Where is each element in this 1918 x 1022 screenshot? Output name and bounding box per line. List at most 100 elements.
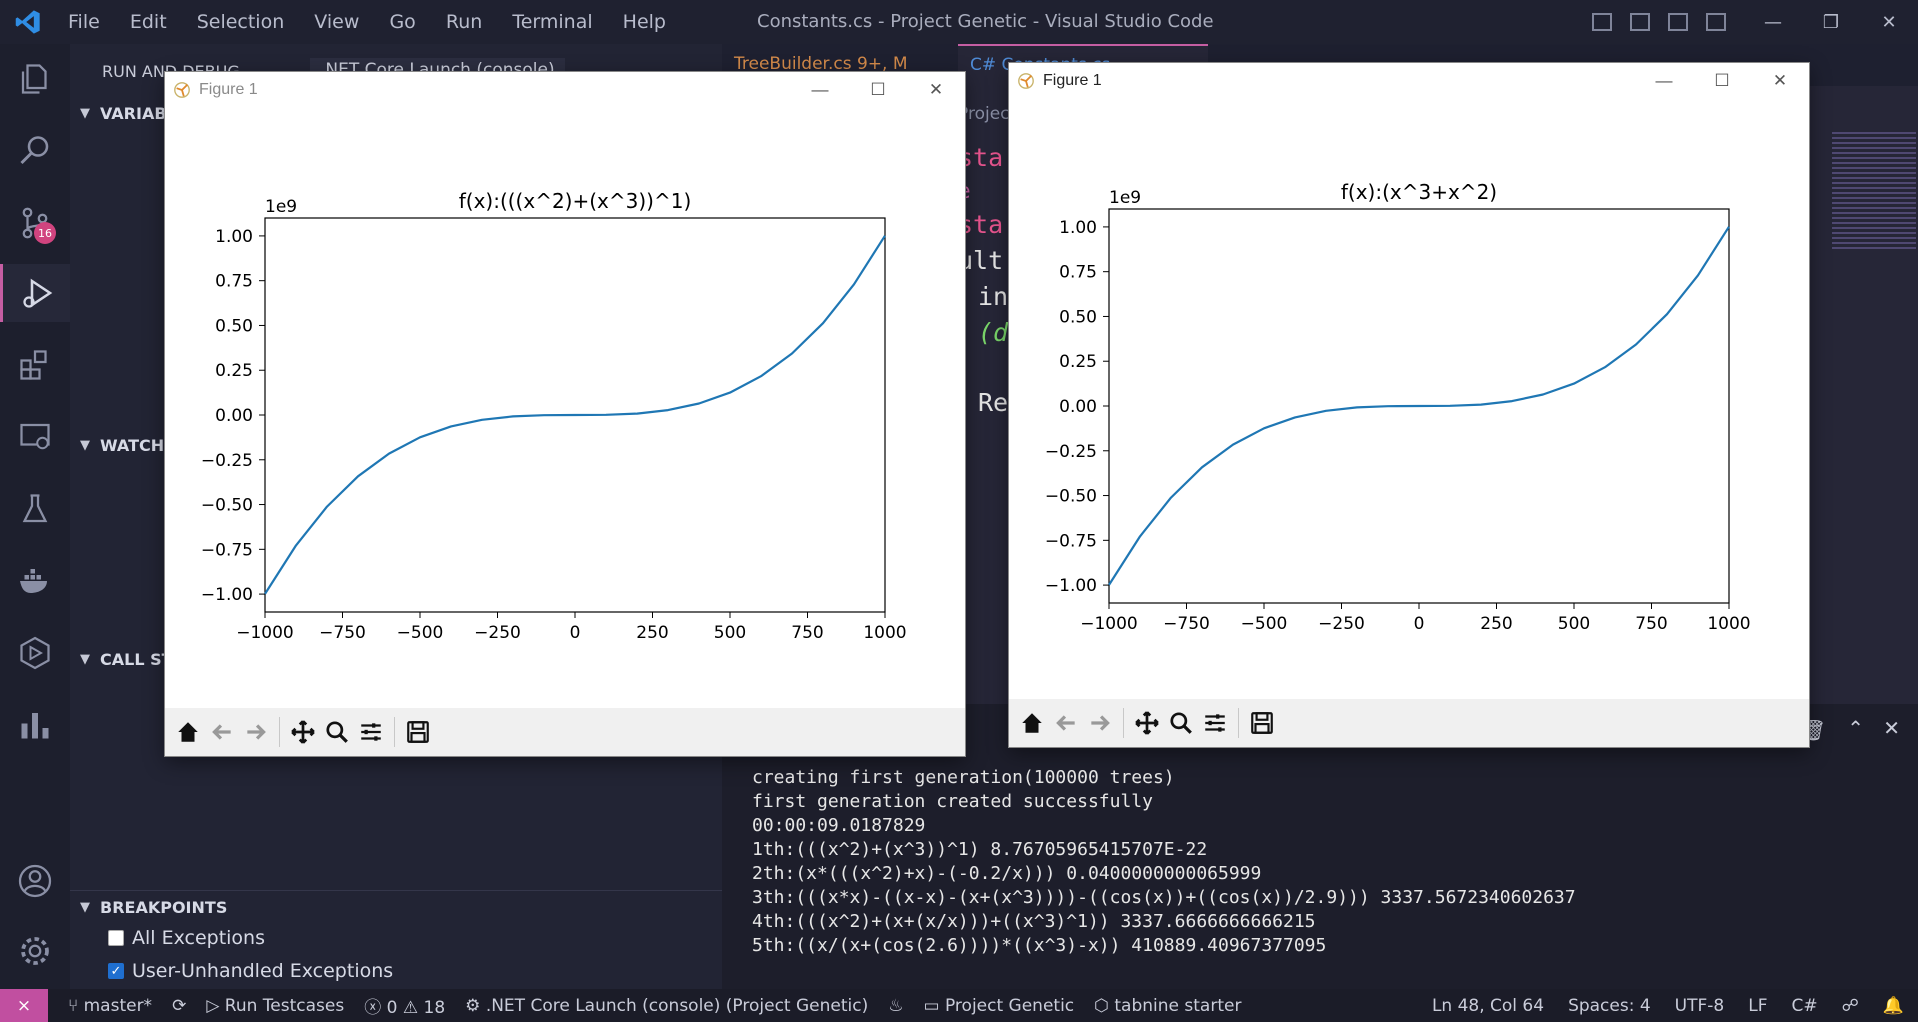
play-icon: ▷ <box>206 995 225 1016</box>
minimize-button[interactable]: — <box>811 80 829 99</box>
zoom-icon[interactable] <box>320 715 354 749</box>
tabnine-status[interactable]: ⬡ tabnine starter <box>1094 996 1241 1016</box>
toggle-primary-sidebar-icon[interactable] <box>1592 13 1612 31</box>
home-icon[interactable] <box>1015 706 1049 740</box>
configure-subplots-icon[interactable] <box>354 715 388 749</box>
eol[interactable]: LF <box>1748 995 1768 1016</box>
configure-subplots-icon[interactable] <box>1198 706 1232 740</box>
explorer-icon[interactable] <box>0 50 70 108</box>
maximize-button[interactable]: ☐ <box>870 80 886 99</box>
remote-indicator-icon[interactable]: ⨯ <box>0 989 48 1022</box>
menu-terminal[interactable]: Terminal <box>512 11 593 33</box>
back-arrow-icon[interactable] <box>205 715 239 749</box>
close-button[interactable]: ✕ <box>1772 71 1788 90</box>
figure-window-right[interactable]: Figure 1 — ☐ ✕ f(x):(x^3+x^2) 1e9 −1000 −750 −… <box>1009 63 1809 747</box>
tab-treebuilder[interactable]: TreeBuilder.cs 9+, M <box>734 54 908 74</box>
remote-explorer-icon[interactable] <box>0 408 70 466</box>
figure-window-left[interactable]: Figure 1 — ☐ ✕ f(x):(((x^2)+(x^3))^1) 1e9 −1… <box>165 72 965 756</box>
testing-icon[interactable] <box>0 480 70 538</box>
menu-go[interactable]: Go <box>389 11 416 33</box>
tabnine-label: tabnine starter <box>1114 995 1242 1016</box>
close-button[interactable]: ✕ <box>928 80 944 99</box>
close-button[interactable]: ✕ <box>1881 11 1897 33</box>
restore-button[interactable]: ❐ <box>1822 11 1840 33</box>
minimize-button[interactable]: — <box>1764 11 1782 33</box>
x-tick-label: 500 <box>1558 614 1590 634</box>
minimize-button[interactable]: — <box>1655 71 1673 90</box>
y-tick-label: −0.50 <box>201 496 253 516</box>
title-bar: File Edit Selection View Go Run Terminal… <box>0 0 1918 44</box>
docker-icon[interactable] <box>0 552 70 610</box>
toggle-panel-icon[interactable] <box>1630 13 1650 31</box>
cursor-position[interactable]: Ln 48, Col 64 <box>1431 995 1545 1016</box>
toolbar-separator <box>394 717 395 747</box>
x-tick-label: 750 <box>1635 614 1667 634</box>
charts-icon[interactable] <box>0 696 70 754</box>
sync-icon[interactable]: ⟳ <box>172 995 187 1016</box>
pan-icon[interactable] <box>286 715 320 749</box>
zoom-icon[interactable] <box>1164 706 1198 740</box>
terminal-output[interactable]: creating first generation(100000 trees) f… <box>752 766 1576 958</box>
source-control-icon[interactable]: 16 <box>0 194 70 252</box>
back-arrow-icon[interactable] <box>1049 706 1083 740</box>
plot-canvas[interactable]: f(x):(x^3+x^2) 1e9 −1000 −750 −500 −250 0 250 50… <box>1009 99 1809 699</box>
figure-window-title: Figure 1 <box>199 81 258 98</box>
settings-gear-icon[interactable] <box>0 922 70 980</box>
language-mode[interactable]: C# <box>1791 995 1818 1016</box>
menu-run[interactable]: Run <box>445 11 483 33</box>
forward-arrow-icon[interactable] <box>239 715 273 749</box>
flame-icon[interactable]: ♨ <box>888 995 904 1016</box>
plot-canvas[interactable]: f(x):(((x^2)+(x^3))^1) 1e9 −1000 −750 −500 −2… <box>165 108 965 708</box>
warning-icon: ⚠ <box>402 998 424 1018</box>
debug-launch-status[interactable]: ⚙ .NET Core Launch (console) (Project Ge… <box>465 996 868 1016</box>
feedback-icon[interactable]: ☍ <box>1841 995 1859 1016</box>
save-icon[interactable] <box>1245 706 1279 740</box>
y-tick-label: 0.50 <box>215 316 253 336</box>
y-tick-label: −0.50 <box>1045 487 1097 507</box>
project-status[interactable]: ▭ Project Genetic <box>924 996 1075 1016</box>
breakpoint-user-unhandled-exceptions[interactable]: ✓ User-Unhandled Exceptions <box>108 960 393 982</box>
menu-view[interactable]: View <box>314 11 360 33</box>
y-tick-label: 0.50 <box>1059 307 1097 327</box>
chart-title: f(x):(x^3+x^2) <box>1341 180 1497 204</box>
problems-status[interactable]: ⓧ 0 ⚠ 18 <box>364 993 445 1018</box>
save-icon[interactable] <box>401 715 435 749</box>
checkbox[interactable] <box>108 930 124 946</box>
menu-selection[interactable]: Selection <box>196 11 285 33</box>
forward-arrow-icon[interactable] <box>1083 706 1117 740</box>
encoding[interactable]: UTF-8 <box>1674 995 1725 1016</box>
chevron-down-icon: ▼ <box>80 106 90 121</box>
watch-section[interactable]: ▼ WATCH <box>80 436 164 455</box>
checkbox-checked[interactable]: ✓ <box>108 963 124 979</box>
notifications-bell-icon[interactable]: 🔔 <box>1882 995 1904 1016</box>
close-panel-icon[interactable]: ✕ <box>1883 716 1900 740</box>
kubernetes-icon[interactable] <box>0 624 70 682</box>
toolbar-separator <box>1123 708 1124 738</box>
pan-icon[interactable] <box>1130 706 1164 740</box>
menu-help[interactable]: Help <box>622 11 666 33</box>
debug-icon: ⚙ <box>465 995 486 1016</box>
maximize-panel-icon[interactable]: ⌃ <box>1847 716 1864 740</box>
home-icon[interactable] <box>171 715 205 749</box>
figure-title-bar[interactable]: Figure 1 — ☐ ✕ <box>165 72 965 108</box>
extensions-icon[interactable] <box>0 336 70 394</box>
search-icon[interactable] <box>0 122 70 180</box>
minimap[interactable] <box>1832 132 1916 252</box>
run-debug-icon[interactable] <box>0 264 73 322</box>
menu-file[interactable]: File <box>68 11 100 33</box>
branch-status[interactable]: ⑂ master* <box>68 996 152 1016</box>
run-testcases-button[interactable]: ▷ Run Testcases <box>206 996 344 1016</box>
menu-edit[interactable]: Edit <box>129 11 167 33</box>
toggle-secondary-sidebar-icon[interactable] <box>1668 13 1688 31</box>
breakpoint-all-exceptions[interactable]: All Exceptions <box>108 927 265 949</box>
x-tick-label: 250 <box>1480 614 1512 634</box>
customize-layout-icon[interactable] <box>1706 13 1726 31</box>
terminal-line: 2th:(x*(((x^2)+x)-(-0.2/x))) 0.040000000… <box>752 863 1262 884</box>
x-tick-label: 500 <box>714 623 746 643</box>
accounts-icon[interactable] <box>0 852 70 910</box>
maximize-button[interactable]: ☐ <box>1714 71 1730 90</box>
breakpoints-section[interactable]: ▼ BREAKPOINTS <box>80 898 227 917</box>
y-tick-label: 0.00 <box>215 406 253 426</box>
indentation[interactable]: Spaces: 4 <box>1568 995 1651 1016</box>
figure-title-bar[interactable]: Figure 1 — ☐ ✕ <box>1009 63 1809 99</box>
